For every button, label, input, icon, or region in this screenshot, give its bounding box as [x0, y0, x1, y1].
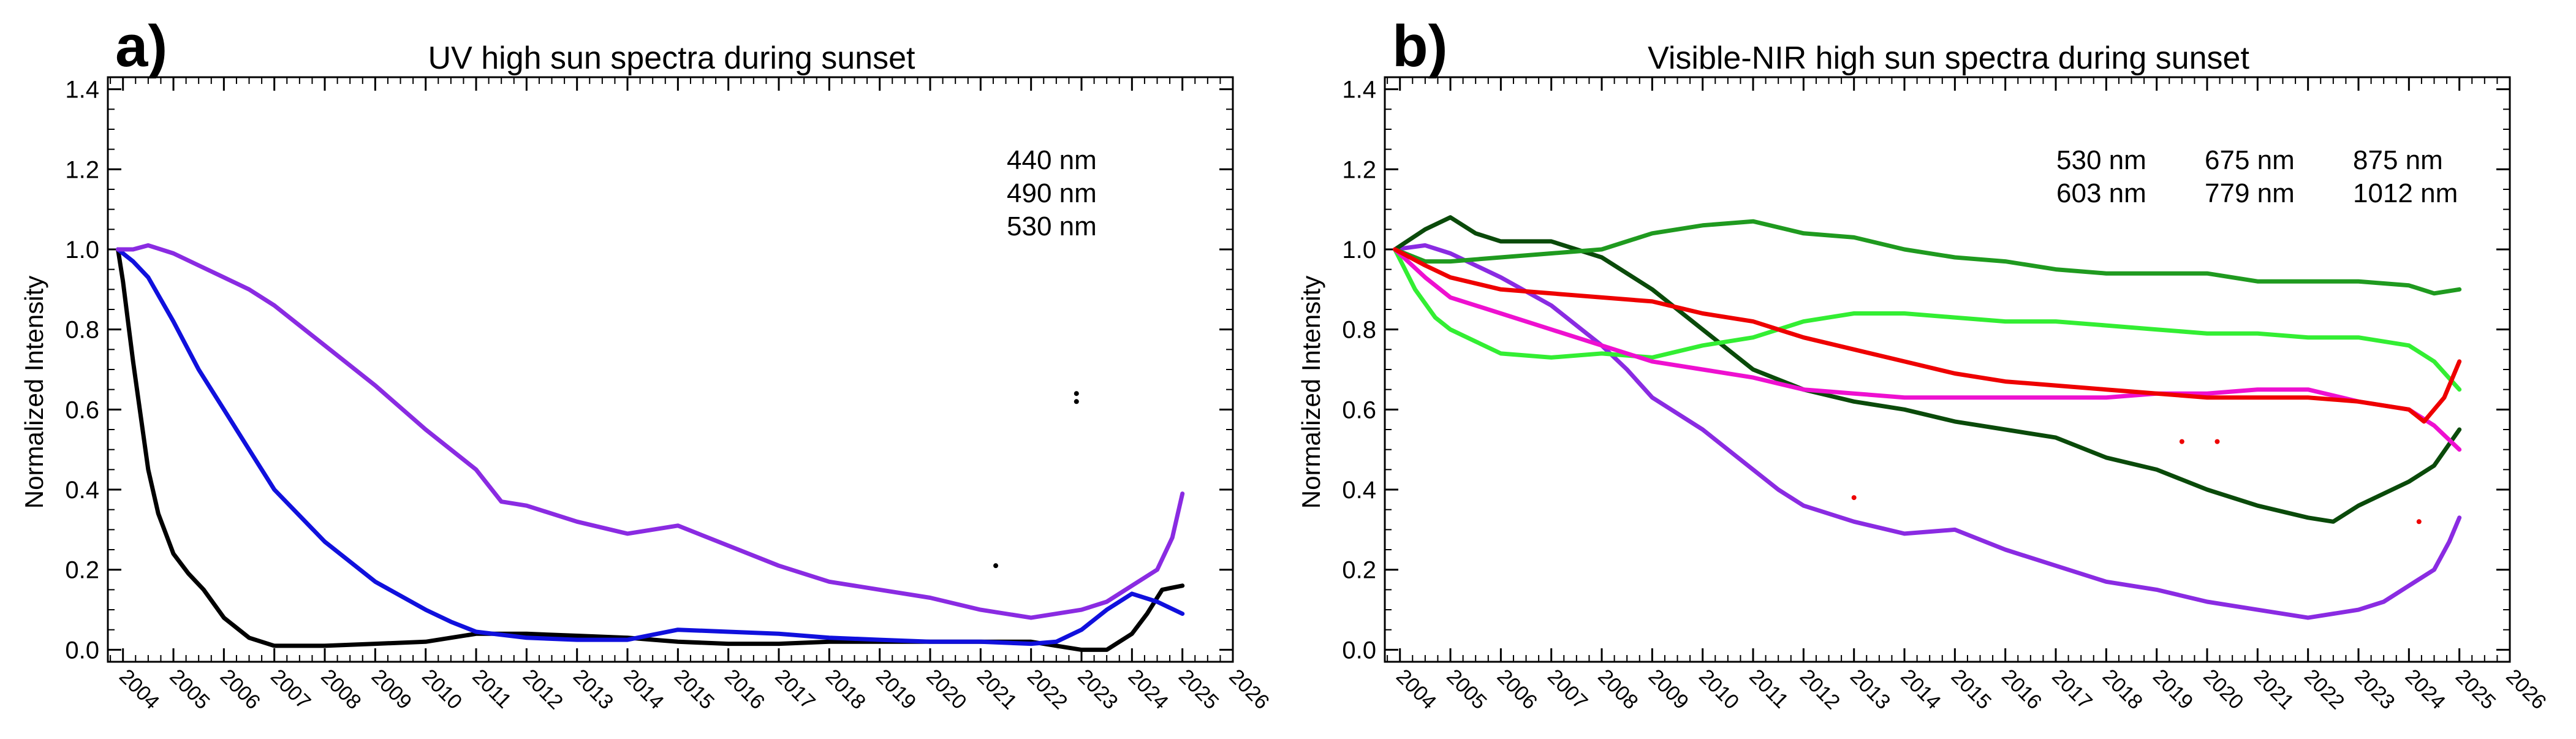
y-tick-label: 0.0	[1342, 637, 1376, 664]
panel-b-outlier-points	[1851, 439, 2422, 525]
panel-a-legend-530nm: 530 nm	[1007, 211, 1097, 241]
y-tick-label: 1.0	[1342, 237, 1376, 263]
y-tick-label: 0.4	[1342, 477, 1376, 504]
panel-a-plot-frame	[107, 76, 1234, 663]
panel-b-legend: 530 nm 603 nm 675 nm 779 nm 875 nm 1012 …	[2056, 145, 2458, 208]
panel-b-title: Visible-NIR high sun spectra during suns…	[1648, 40, 2249, 76]
y-tick-label: 1.2	[1342, 156, 1376, 183]
series-line-675nm	[1393, 219, 2462, 296]
panel-a-y-tick-labels: 0.0 0.2 0.4 0.6 0.8 1.0 1.2 1.4	[65, 77, 99, 664]
series-line-603nm	[1393, 215, 2462, 524]
y-tick-label: 0.0	[65, 637, 99, 664]
series-line-875nm	[1393, 247, 2462, 452]
series-line-530nm	[1393, 243, 2462, 620]
series-line-490nm	[116, 247, 1185, 646]
outlier-point	[1074, 399, 1079, 404]
panel-b-legend-675nm: 675 nm	[2205, 145, 2295, 175]
panel-a-outlier-points	[993, 391, 1079, 569]
y-tick-label: 1.0	[65, 237, 99, 263]
panel-b-series-lines	[1393, 215, 2462, 620]
outlier-point	[2214, 439, 2220, 444]
series-line-530nm	[116, 243, 1185, 620]
panel-b-legend-1012nm: 1012 nm	[2353, 178, 2458, 208]
outlier-point	[1851, 495, 1857, 501]
panel-a-legend: 440 nm 490 nm 530 nm	[1007, 145, 1097, 241]
y-tick-label: 0.4	[65, 477, 99, 504]
y-tick-label: 1.4	[65, 77, 99, 104]
y-tick-label: 1.4	[1342, 77, 1376, 104]
y-tick-label: 0.8	[1342, 317, 1376, 344]
panel-b-legend-603nm: 603 nm	[2056, 178, 2146, 208]
outlier-point	[993, 563, 999, 569]
panel-a-legend-490nm: 490 nm	[1007, 178, 1097, 208]
y-tick-label: 0.6	[1342, 396, 1376, 423]
series-line-1012nm	[1393, 247, 2462, 424]
panel-a-series-lines	[116, 243, 1185, 652]
outlier-point	[2179, 439, 2184, 444]
panel-a-label: a)	[115, 13, 167, 79]
panel-b-label: b)	[1392, 13, 1448, 79]
outlier-point	[2416, 519, 2422, 525]
panel-b-y-tick-labels: 0.0 0.2 0.4 0.6 0.8 1.0 1.2 1.4	[1342, 77, 1376, 664]
panel-a-legend-440nm: 440 nm	[1007, 145, 1097, 175]
panel-a-y-axis-label: Normalized Intensity	[20, 276, 48, 509]
y-tick-label: 0.8	[65, 317, 99, 344]
panel-b-plot-frame	[1384, 76, 2511, 663]
y-tick-label: 1.2	[65, 156, 99, 183]
panel-b: b) Visible-NIR high sun spectra during s…	[1297, 13, 2551, 714]
outlier-point	[1074, 391, 1079, 396]
panel-b-legend-530nm: 530 nm	[2056, 145, 2146, 175]
series-line-779nm	[1393, 247, 2462, 392]
y-tick-label: 0.6	[65, 396, 99, 423]
panel-a-tick-marks	[108, 77, 1234, 662]
panel-b-y-axis-label: Normalized Intensity	[1297, 276, 1325, 509]
panel-b-tick-marks	[1385, 77, 2511, 662]
panel-a-title: UV high sun spectra during sunset	[428, 40, 915, 76]
y-tick-label: 0.2	[65, 557, 99, 584]
panel-b-legend-779nm: 779 nm	[2205, 178, 2295, 208]
y-tick-label: 0.2	[1342, 557, 1376, 584]
panel-b-legend-875nm: 875 nm	[2353, 145, 2443, 175]
